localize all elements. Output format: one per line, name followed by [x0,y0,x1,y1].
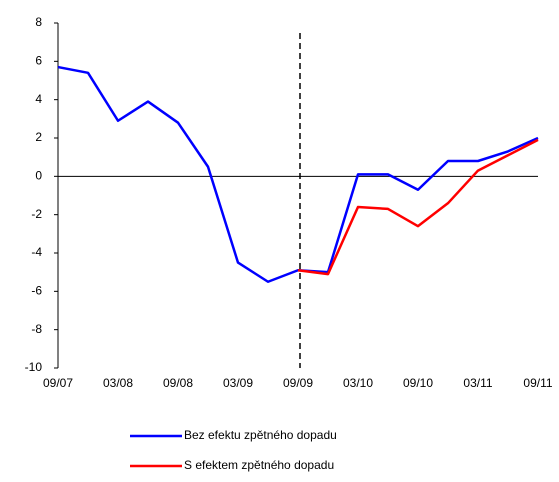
y-tick-label: 4 [35,92,42,106]
x-tick-label: 03/10 [343,376,373,390]
legend-label: S efektem zpětného dopadu [184,458,334,472]
x-tick-label: 03/11 [463,376,492,390]
y-tick-label: -2 [31,207,42,221]
series-line [57,65,539,283]
y-tick-label: 8 [35,15,42,29]
y-tick-label: 2 [35,130,42,144]
series-line [297,138,539,276]
y-tick-label: -4 [31,245,42,259]
x-tick-label: 09/08 [163,376,193,390]
y-tick-label: 0 [35,169,42,183]
y-tick-label: -10 [25,360,43,374]
y-tick-label: 6 [35,54,42,68]
x-tick-label: 03/08 [103,376,133,390]
y-tick-label: -6 [31,284,42,298]
legend-label: Bez efektu zpětného dopadu [184,428,337,442]
x-tick-label: 09/07 [43,376,73,390]
x-tick-label: 09/09 [283,376,313,390]
x-tick-label: 03/09 [223,376,253,390]
x-tick-label: 09/10 [403,376,433,390]
y-tick-label: -8 [31,322,42,336]
x-tick-label: 09/11 [523,376,552,390]
